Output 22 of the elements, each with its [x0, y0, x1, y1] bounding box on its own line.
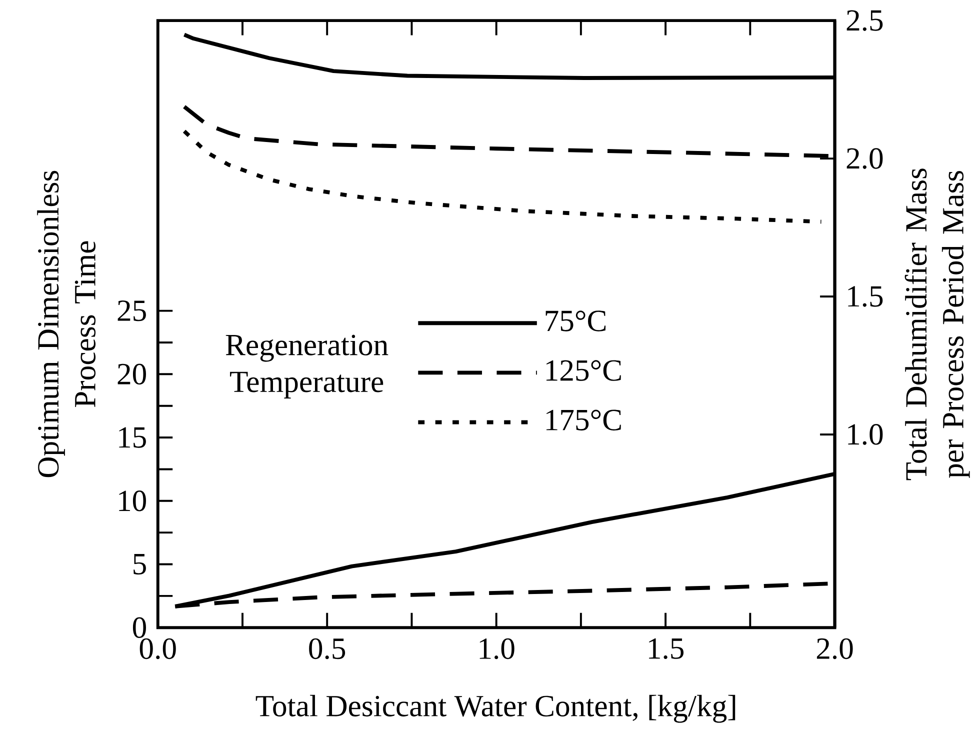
- y2-axis-title: Total Dehumidifier Mass per Process Period Mass: [904, 168, 970, 480]
- y2-tick-label: 1.5: [848, 286, 883, 307]
- y-tick-label: 15: [119, 427, 146, 448]
- y-tick-label: 5: [134, 554, 146, 574]
- y2-tick-label: 1.0: [848, 424, 883, 445]
- x-tick-label: 1.5: [649, 638, 684, 660]
- x-axis-title: Total Desiccant Water Content, [kg/kg]: [256, 694, 736, 723]
- legend-label: 75°C: [546, 310, 606, 332]
- y-tick-label: 0: [132, 617, 146, 638]
- legend-label: 175°C: [546, 410, 621, 430]
- y-tick-label: 20: [118, 364, 146, 385]
- x-tick-label: 1.0: [480, 638, 514, 660]
- x-tick-label: 0.5: [309, 638, 346, 660]
- x-tick-label: 0.0: [140, 638, 176, 660]
- y2-tick-label: 2.5: [846, 10, 883, 31]
- y-tick-label: 25: [118, 300, 146, 322]
- legend-label: 125°C: [546, 360, 621, 381]
- y-tick-label: 10: [119, 490, 146, 512]
- y-axis-title: Optimum Dimensionless Process Time: [37, 170, 96, 478]
- x-tick-label: 2.0: [816, 638, 853, 660]
- legend-title: Regeneration Temperature: [226, 334, 388, 398]
- y2-tick-label: 2.0: [846, 148, 883, 169]
